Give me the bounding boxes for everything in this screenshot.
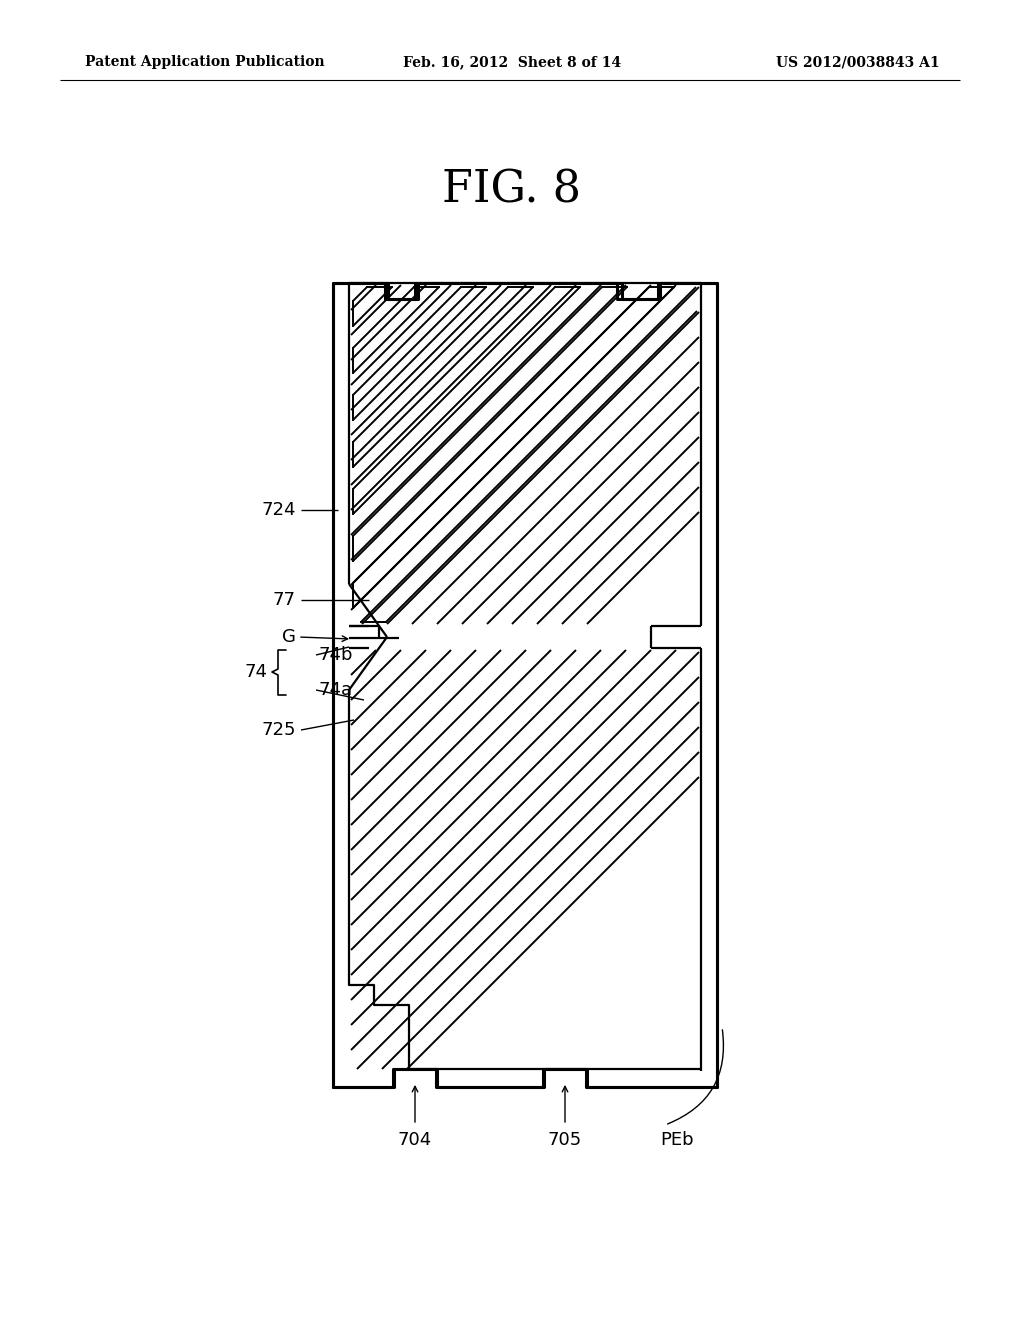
Text: Feb. 16, 2012  Sheet 8 of 14: Feb. 16, 2012 Sheet 8 of 14 [402,55,622,69]
Text: 724: 724 [261,502,296,519]
Text: 725: 725 [261,721,296,739]
Text: 705: 705 [548,1131,582,1148]
Text: 704: 704 [398,1131,432,1148]
Text: FIG. 8: FIG. 8 [442,169,582,211]
Text: Patent Application Publication: Patent Application Publication [85,55,325,69]
Text: G: G [283,628,296,645]
Text: PEb: PEb [660,1131,693,1148]
Text: 77: 77 [273,591,296,609]
Text: 74b: 74b [318,645,352,664]
Text: US 2012/0038843 A1: US 2012/0038843 A1 [776,55,940,69]
Text: 74a: 74a [318,681,352,700]
Text: 74: 74 [245,663,268,681]
